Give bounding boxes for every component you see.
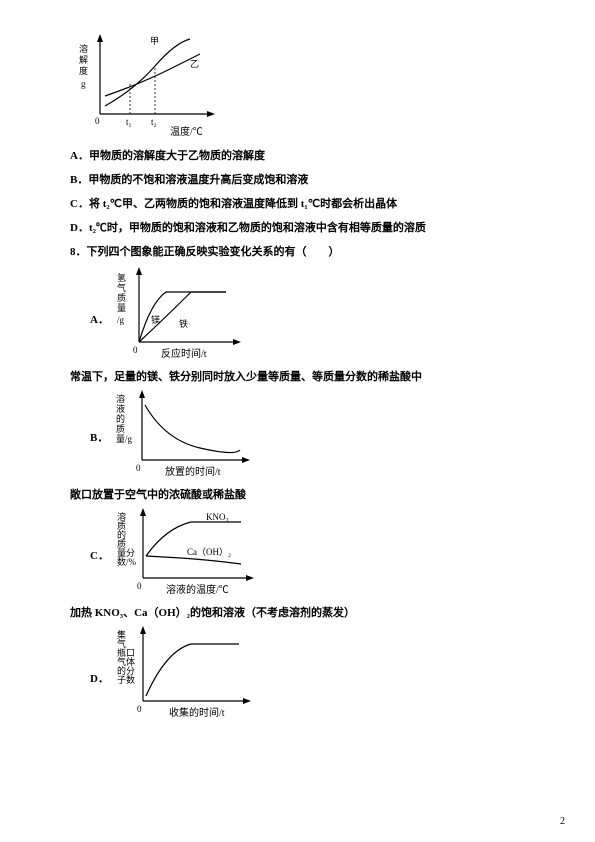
series-a-label: 甲 xyxy=(150,36,159,46)
svg-text:气: 气 xyxy=(117,282,126,293)
chart-d-label: D． xyxy=(90,670,109,686)
svg-text:0: 0 xyxy=(136,463,141,473)
option-c: C．将 t₂℃甲、乙两物质的饱和溶液温度降低到 t₁℃时都会析出晶体 xyxy=(70,195,525,211)
chart-a-label: A． xyxy=(90,311,109,327)
chart-d-xlabel: 收集的时间/t xyxy=(169,706,225,719)
series-b-label: 乙 xyxy=(190,59,199,69)
option-a: A．甲物质的溶解度大于乙物质的溶解度 xyxy=(70,147,525,163)
option-d: D．t₂℃时，甲物质的饱和溶液和乙物质的饱和溶液中含有相等质量的溶质 xyxy=(70,219,525,235)
chart-b-label: B． xyxy=(90,429,108,445)
svg-text:溶: 溶 xyxy=(116,393,125,404)
page-number: 2 xyxy=(560,816,565,827)
svg-text:氢: 氢 xyxy=(117,272,126,283)
chart-c-svg: 溶 质 的 质 量分 数/% KNO₃ Ca（OH）₂ 0 溶液的温度/℃ xyxy=(111,508,266,598)
top-chart-xlabel: 温度/℃ xyxy=(170,125,203,138)
page-container: 溶 解 度 g 0 t₁ t₂ 甲 乙 温度/℃ A．甲物质的溶解度大于乙物质的… xyxy=(0,0,595,842)
svg-text:度: 度 xyxy=(79,65,88,76)
chart-d-box: D． 集 气 瓶口 气体 的分 子数 0 收集的时间/t xyxy=(90,626,525,721)
svg-text:g: g xyxy=(81,79,86,89)
chart-b-box: B． 溶 液 的 质 量/g 0 放置的时间/t xyxy=(90,390,525,480)
option-b: B．甲物质的不饱和溶液温度升高后变成饱和溶液 xyxy=(70,171,525,187)
svg-text:0: 0 xyxy=(137,704,142,714)
svg-text:质: 质 xyxy=(117,292,126,303)
chart-c-box: C． 溶 质 的 质 量分 数/% KNO₃ Ca（OH）₂ 0 溶液的温度/℃ xyxy=(90,508,525,598)
svg-text:子数: 子数 xyxy=(117,674,135,685)
fe-label: 铁 xyxy=(179,318,188,329)
chart-d-svg: 集 气 瓶口 气体 的分 子数 0 收集的时间/t xyxy=(111,626,256,721)
chart-c-label: C． xyxy=(90,547,109,563)
svg-text:/g: /g xyxy=(117,315,125,325)
option-e: 8．下列四个图象能正确反映实验变化关系的有（ ） xyxy=(70,243,525,259)
svg-text:数/%: 数/% xyxy=(117,556,137,567)
t1-label: t₁ xyxy=(126,117,132,127)
kno3-label: KNO₃ xyxy=(206,512,229,522)
svg-text:0: 0 xyxy=(137,581,142,591)
svg-text:的: 的 xyxy=(116,413,125,424)
mg-label: 镁 xyxy=(151,314,160,325)
svg-text:0: 0 xyxy=(95,116,100,126)
svg-text:量: 量 xyxy=(117,303,126,313)
solubility-chart-svg: 溶 解 度 g 0 t₁ t₂ 甲 乙 温度/℃ xyxy=(75,34,225,139)
chart-b-xlabel: 放置的时间/t xyxy=(165,465,221,478)
chart-a-xlabel: 反应时间/t xyxy=(161,347,207,360)
top-chart-ylabel1: 溶 xyxy=(79,43,88,54)
svg-text:量/g: 量/g xyxy=(116,434,133,444)
chart-a-svg: 氢 气 质 量 /g 镁 铁 反应时间/t 0 xyxy=(111,267,246,362)
text-a: 常温下，足量的镁、铁分别同时放入少量等质量、等质量分数的稀盐酸中 xyxy=(70,368,525,384)
svg-text:液: 液 xyxy=(116,403,125,414)
chart-c-xlabel: 溶液的温度/℃ xyxy=(166,583,229,596)
top-chart: 溶 解 度 g 0 t₁ t₂ 甲 乙 温度/℃ xyxy=(75,34,525,139)
chart-b-svg: 溶 液 的 质 量/g 0 放置的时间/t xyxy=(110,390,255,480)
t2-label: t₂ xyxy=(151,117,157,127)
svg-text:解: 解 xyxy=(79,54,88,65)
text-c: 加热 KNO₃、Ca（OH）₂的饱和溶液（不考虑溶剂的蒸发） xyxy=(70,604,525,620)
svg-text:质: 质 xyxy=(116,423,125,434)
caoh2-label: Ca（OH）₂ xyxy=(187,547,231,557)
chart-a-box: A． 氢 气 质 量 /g 镁 铁 反应时间/t 0 xyxy=(90,267,525,362)
svg-text:0: 0 xyxy=(133,345,138,355)
text-b: 敞口放置于空气中的浓硫酸或稀盐酸 xyxy=(70,486,525,502)
